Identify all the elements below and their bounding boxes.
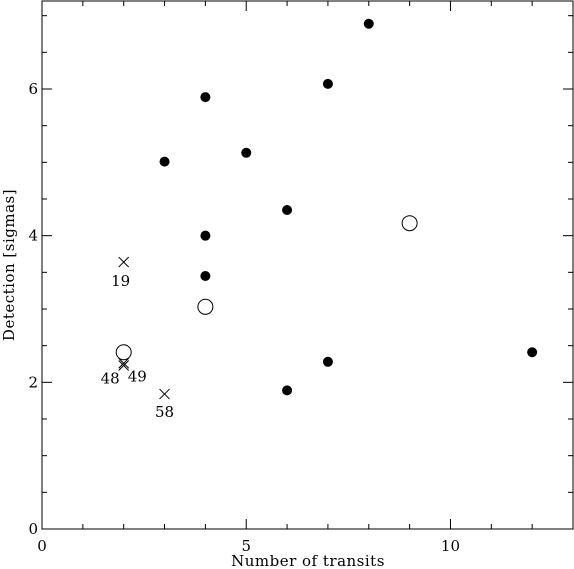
filled-point xyxy=(200,230,211,241)
y-tick-label: 2 xyxy=(28,373,38,391)
filled-point xyxy=(159,156,170,167)
axis-ticks xyxy=(41,1,574,530)
y-tick-label: 4 xyxy=(28,227,38,245)
tick-labels: 0 5 10 0 2 4 6 xyxy=(28,80,460,555)
x-tick-label: 10 xyxy=(441,537,460,555)
filled-point xyxy=(241,147,252,158)
y-tick-label: 0 xyxy=(28,520,38,538)
point-annotation: 49 xyxy=(128,367,147,385)
y-axis-label: Detection [sigmas] xyxy=(0,189,18,341)
y-tick-label: 6 xyxy=(28,80,38,98)
filled-point xyxy=(282,385,293,396)
filled-point xyxy=(322,356,333,367)
point-annotation: 19 xyxy=(111,272,130,290)
filled-point xyxy=(363,18,374,29)
cross-point xyxy=(118,256,130,268)
filled-point xyxy=(200,92,211,103)
open-point xyxy=(197,298,214,315)
filled-point xyxy=(322,78,333,89)
x-axis-label: Number of transits xyxy=(231,552,385,569)
filled-point xyxy=(200,271,211,281)
x-tick-label: 0 xyxy=(37,537,47,555)
point-annotation: 58 xyxy=(155,403,174,421)
point-annotations: 19 48 49 58 xyxy=(101,272,174,421)
plot-border xyxy=(41,0,574,530)
filled-point xyxy=(282,205,293,215)
open-point xyxy=(115,344,132,361)
open-point xyxy=(401,215,418,232)
cross-point xyxy=(159,388,170,400)
point-annotation: 48 xyxy=(101,369,120,387)
data-points xyxy=(115,18,538,400)
filled-point xyxy=(527,347,538,358)
x-tick-label: 5 xyxy=(241,537,251,555)
plot-frame xyxy=(41,0,574,530)
cross-point xyxy=(118,360,130,371)
cross-point xyxy=(118,357,130,369)
